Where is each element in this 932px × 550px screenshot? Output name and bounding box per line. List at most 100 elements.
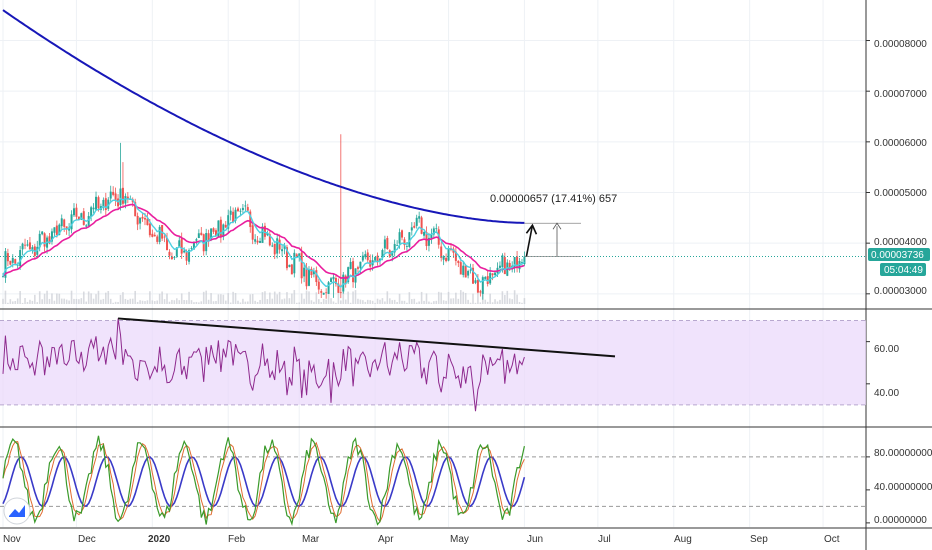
rsi-trendline [117,317,616,358]
volume-bar-184 [452,298,455,304]
volume-bar-58 [144,301,146,304]
candle-body-107 [263,225,266,237]
volume-bar-206 [506,290,509,304]
candle-body-49 [121,187,124,204]
candle-body-10 [26,244,29,246]
candle-body-175 [430,233,433,240]
volume-bar-210 [516,294,518,304]
volume-bar-189 [464,292,467,304]
candle-body-64 [158,226,161,242]
volume-bar-72 [178,300,181,304]
candle-body-152 [374,257,377,261]
candle-body-69 [170,256,173,260]
candle-body-177 [435,228,438,230]
candle-body-88 [217,220,220,237]
candle-body-63 [156,236,159,242]
candle-body-167 [410,227,413,231]
y-tick-stoch-0: 80.00000000 [874,448,932,459]
volume-bar-62 [153,301,156,304]
candle-body-79 [195,239,198,241]
tradingview-logo-icon[interactable] [3,497,31,525]
candle-body-145 [356,267,359,269]
volume-bar-133 [327,292,330,304]
volume-bar-121 [298,302,301,304]
volume-bar-123 [303,298,305,304]
candle-body-86 [212,228,215,232]
volume-bar-57 [141,300,144,304]
candle-body-115 [283,245,286,249]
volume-bar-4 [11,301,14,304]
volume-bar-113 [278,291,281,304]
volume-bar-160 [393,299,396,304]
y-tick-price-4: 0.00004000 [874,237,927,248]
volume-bar-211 [518,302,521,304]
volume-bar-36 [90,293,92,304]
volume-bar-198 [486,301,489,304]
candle-body-4 [11,257,14,263]
candle-body-56 [139,217,142,224]
volume-bar-169 [415,302,418,304]
candle-body-5 [14,259,17,264]
last-price-badge [868,248,930,261]
volume-bar-181 [445,300,447,304]
candle-body-117 [288,264,291,267]
candle-body-123 [303,267,306,277]
volume-bar-93 [229,302,232,304]
volume-bar-140 [344,299,347,304]
volume-bar-131 [322,298,325,304]
volume-bar-205 [504,294,506,304]
candle-body-36 [90,207,93,217]
volume-bar-109 [269,292,271,304]
volume-bar-191 [469,302,472,304]
candle-body-128 [315,270,318,283]
volume-bar-153 [376,298,379,304]
volume-bar-86 [212,301,215,304]
candle-body-192 [472,267,475,284]
long-moving-average-line [2,9,525,224]
candle-body-21 [53,227,56,233]
volume-bar-132 [325,299,327,304]
volume-bar-150 [369,300,371,304]
candle-body-7 [19,250,22,267]
candle-body-207 [508,263,511,269]
candle-body-181 [445,257,448,262]
volume-bar-54 [134,290,136,304]
candle-body-156 [383,239,386,249]
countdown-badge [880,263,926,276]
volume-bar-110 [271,298,274,304]
candle-body-91 [224,224,227,228]
volume-bar-172 [423,300,425,304]
volume-bar-136 [335,302,337,304]
volume-bar-9 [24,298,26,304]
candle-body-80 [197,233,200,238]
candle-body-213 [523,256,526,265]
candle-body-98 [241,207,244,211]
volume-bar-21 [53,300,56,304]
candle-body-66 [163,236,166,238]
candle-body-185 [454,251,457,261]
candle-body-28 [70,214,73,230]
candle-body-38 [95,196,98,210]
volume-bar-12 [31,300,34,304]
candle-body-153 [376,255,379,263]
volume-bar-179 [440,292,442,304]
volume-bar-154 [379,299,381,304]
volume-bar-71 [176,298,178,304]
candle-body-139 [342,274,345,292]
volume-bar-33 [82,291,85,304]
candlestick-series[interactable] [2,134,526,300]
candle-body-0 [2,276,4,277]
candle-body-130 [320,291,323,293]
candle-body-157 [386,238,389,250]
volume-bar-20 [51,293,53,304]
volume-bar-187 [459,290,462,304]
candle-body-112 [276,238,279,254]
candle-body-168 [413,225,416,228]
candle-body-83 [205,232,208,252]
candle-body-203 [498,265,501,268]
drawing-annotations[interactable]: 0.00000657 (17.41%) 657 [490,193,617,257]
volume-bar-67 [166,293,168,304]
candle-body-23 [58,224,61,235]
y-tick-price-0: 0.00008000 [874,39,927,50]
